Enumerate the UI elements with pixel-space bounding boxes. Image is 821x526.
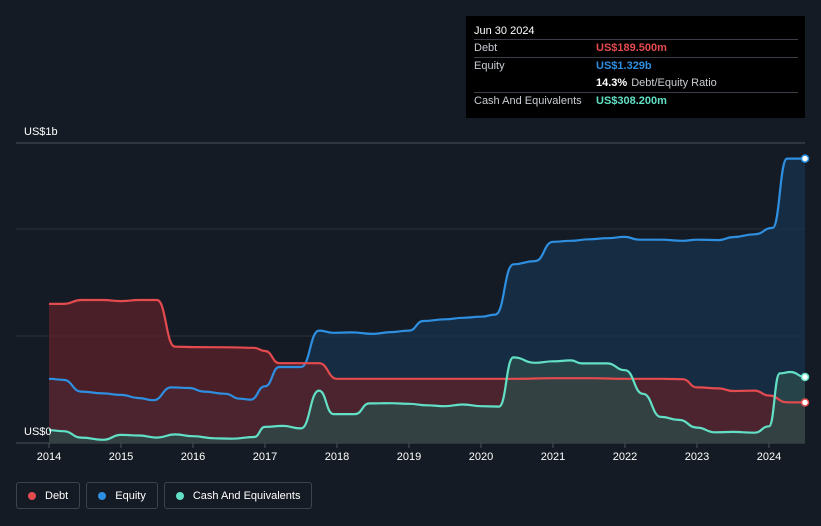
tooltip-equity-value: US$1.329b (596, 60, 652, 72)
legend-label-equity: Equity (115, 489, 146, 502)
tick-layer: 2014 2015 2016 2017 2018 2019 2020 2021 2022 2023… (37, 443, 781, 463)
end-marker-debt (800, 398, 810, 407)
x-tick-label-2024: 2024 (757, 451, 781, 463)
line-cash (48, 356, 806, 441)
line-debt (49, 298, 806, 404)
tooltip-ratio-caption: Debt/Equity Ratio (631, 77, 717, 89)
legend-label-debt: Debt (45, 489, 69, 502)
marker-layer (800, 154, 810, 407)
tooltip-panel: Jun 30 2024 Debt US$189.500m Equity US$1… (466, 16, 805, 118)
tooltip-row-debt: Debt US$189.500m (474, 39, 798, 57)
area-layer (49, 158, 805, 443)
x-tick-label-2019: 2019 (397, 451, 421, 463)
end-marker-equity (800, 154, 810, 163)
chart-legend: Debt Equity Cash And Equivalents (16, 482, 313, 509)
y-axis-zero-label: US$0 (24, 426, 52, 438)
tooltip-row-ratio: 14.3% Debt/Equity Ratio (474, 75, 798, 92)
x-tick-label-2022: 2022 (613, 451, 637, 463)
x-tick-label-2023: 2023 (685, 451, 709, 463)
tooltip-equity-label: Equity (474, 60, 505, 72)
x-tick-label-2014: 2014 (37, 451, 61, 463)
tooltip-ratio-value: 14.3% (596, 77, 628, 89)
tooltip-cash-label: Cash And Equivalents (474, 95, 582, 107)
x-tick-label-2018: 2018 (325, 451, 349, 463)
y-axis-top-label: US$1b (24, 126, 58, 138)
tooltip-debt-label: Debt (474, 42, 498, 54)
legend-item-cash[interactable]: Cash And Equivalents (163, 482, 313, 509)
x-tick-label-2021: 2021 (541, 451, 565, 463)
line-equity (48, 157, 805, 402)
end-marker-cash (800, 372, 810, 382)
x-tick-label-2015: 2015 (109, 451, 133, 463)
tooltip-row-equity: Equity US$1.329b (474, 57, 798, 75)
tooltip-cash-value: US$308.200m (596, 95, 667, 107)
x-tick-label-2017: 2017 (253, 451, 277, 463)
legend-item-debt[interactable]: Debt (16, 482, 81, 509)
legend-item-equity[interactable]: Equity (86, 482, 158, 509)
line-layer (48, 157, 806, 441)
legend-dot-debt (28, 491, 36, 500)
tooltip-debt-value: US$189.500m (596, 42, 667, 54)
tooltip-row-cash: Cash And Equivalents US$308.200m (474, 92, 798, 110)
tooltip-date: Jun 30 2024 (474, 25, 535, 37)
x-tick-label-2020: 2020 (469, 451, 493, 463)
legend-label-cash: Cash And Equivalents (192, 489, 301, 502)
legend-dot-equity (98, 491, 107, 500)
legend-dot-cash (175, 491, 184, 500)
x-tick-label-2016: 2016 (181, 451, 205, 463)
tooltip-ratio-label (474, 75, 596, 92)
